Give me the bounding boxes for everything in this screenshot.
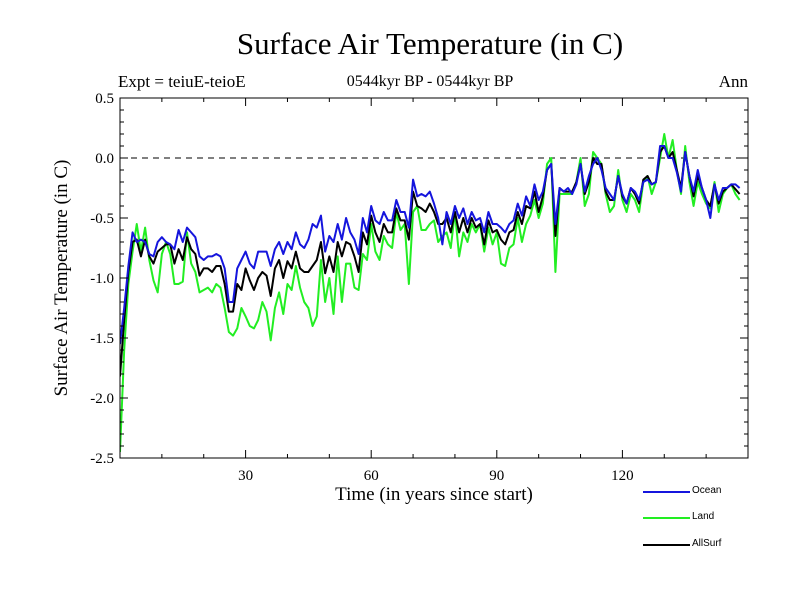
series-layer — [120, 133, 748, 453]
y-tick-label: -2.5 — [90, 451, 114, 467]
legend-label-ocean: Ocean — [692, 485, 722, 496]
season-label: Ann — [718, 72, 748, 91]
legend — [643, 491, 690, 546]
y-tick-label: -1.0 — [90, 271, 114, 287]
x-tick-label: 120 — [611, 468, 634, 484]
legend-label-land: Land — [692, 511, 715, 522]
series-line-allsurf — [120, 145, 741, 377]
x-axis-label: Time (in years since start) — [335, 484, 533, 505]
legend-label-allsurf: AllSurf — [692, 538, 722, 549]
y-tick-label: -1.5 — [90, 331, 114, 347]
axes-layer: 30 60 90 120 0.5 0.0 -0.5 -1.0 -1.5 -2.0 -2.5 — [90, 91, 749, 484]
chart-title: Surface Air Temperature (in C) — [236, 26, 624, 61]
plot-frame — [119, 97, 749, 459]
y-tick-label: -2.0 — [90, 391, 114, 407]
x-tick-label: 90 — [489, 468, 504, 484]
x-tick-label: 30 — [238, 468, 253, 484]
x-tick-label: 60 — [364, 468, 379, 484]
series-line-land — [120, 133, 741, 453]
y-tick-label: 0.0 — [95, 151, 114, 167]
series-line-ocean — [120, 145, 741, 345]
y-tick-label: -0.5 — [90, 211, 114, 227]
experiment-label: Expt = teiuE-teioE — [118, 72, 246, 91]
y-tick-label: 0.5 — [95, 91, 114, 107]
chart-subtitle: 0544kyr BP - 0544kyr BP — [346, 73, 514, 90]
